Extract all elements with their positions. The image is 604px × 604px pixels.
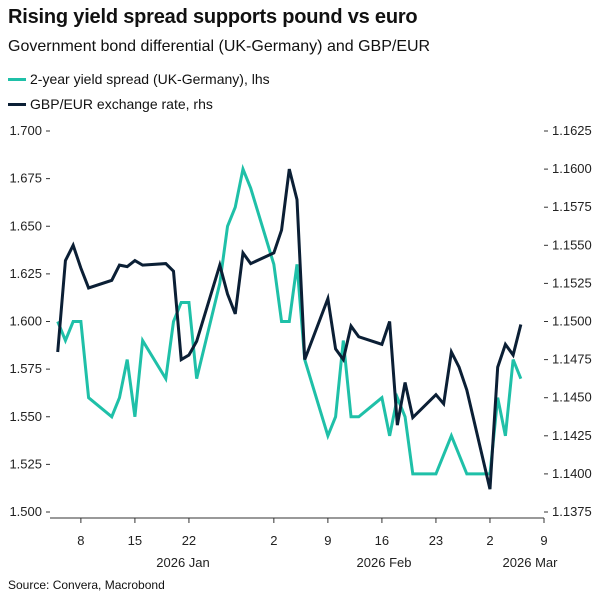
x-tick-label: 2	[486, 533, 493, 548]
y-left-tick-label: 1.575	[9, 361, 42, 376]
y-left-tick-label: 1.600	[9, 314, 42, 329]
legend-label-gbp-eur: GBP/EUR exchange rate, rhs	[30, 96, 213, 112]
series-line-gbp-eur	[56, 168, 523, 490]
legend-swatch-gbp-eur	[8, 102, 26, 106]
legend-item-yield-spread: 2-year yield spread (UK-Germany), lhs	[8, 68, 270, 90]
y-left-tick-label: 1.700	[9, 123, 42, 138]
chart-series	[56, 163, 523, 490]
x-tick-label: 9	[540, 533, 547, 548]
x-group-label: 2026 Feb	[357, 555, 412, 570]
y-left-tick-label: 1.675	[9, 171, 42, 186]
y-right-tick-label: 1.1500	[552, 314, 592, 329]
x-tick-label: 2	[270, 533, 277, 548]
chart-legend: 2-year yield spread (UK-Germany), lhs GB…	[8, 68, 270, 118]
chart-title: Rising yield spread supports pound vs eu…	[8, 6, 418, 28]
y-right-tick-label: 1.1400	[552, 466, 592, 481]
series-line-yield-spread	[56, 163, 523, 476]
x-tick-label: 8	[77, 533, 84, 548]
chart-axes: 1.500 1.525 1.550 1.575 1.600 1.625 1.650 1.675…	[9, 123, 591, 570]
y-right-tick-label: 1.1625	[552, 123, 592, 138]
x-tick-label: 23	[429, 533, 443, 548]
y-right-tick-label: 1.1600	[552, 161, 592, 176]
y-right-tick-label: 1.1550	[552, 237, 592, 252]
y-left-tick-label: 1.650	[9, 218, 42, 233]
y-right-tick-label: 1.1375	[552, 504, 592, 519]
y-left-tick-label: 1.525	[9, 456, 42, 471]
y-right-tick-label: 1.1525	[552, 275, 592, 290]
legend-label-yield-spread: 2-year yield spread (UK-Germany), lhs	[30, 71, 270, 87]
x-group-label: 2026 Mar	[503, 555, 559, 570]
chart-subtitle: Government bond differential (UK-Germany…	[8, 38, 431, 55]
source-note: Source: Convera, Macrobond	[8, 578, 165, 592]
x-tick-label: 9	[324, 533, 331, 548]
legend-swatch-yield-spread	[8, 77, 26, 81]
y-right-tick-label: 1.1475	[552, 352, 592, 367]
y-left-tick-label: 1.550	[9, 409, 42, 424]
x-tick-label: 22	[182, 533, 196, 548]
y-right-tick-label: 1.1425	[552, 428, 592, 443]
x-group-label: 2026 Jan	[156, 555, 210, 570]
y-right-tick-label: 1.1450	[552, 390, 592, 405]
y-right-tick-label: 1.1575	[552, 199, 592, 214]
legend-item-gbp-eur: GBP/EUR exchange rate, rhs	[8, 93, 270, 115]
x-tick-label: 16	[375, 533, 389, 548]
x-tick-label: 15	[128, 533, 142, 548]
y-left-tick-label: 1.625	[9, 266, 42, 281]
y-left-tick-label: 1.500	[9, 504, 42, 519]
